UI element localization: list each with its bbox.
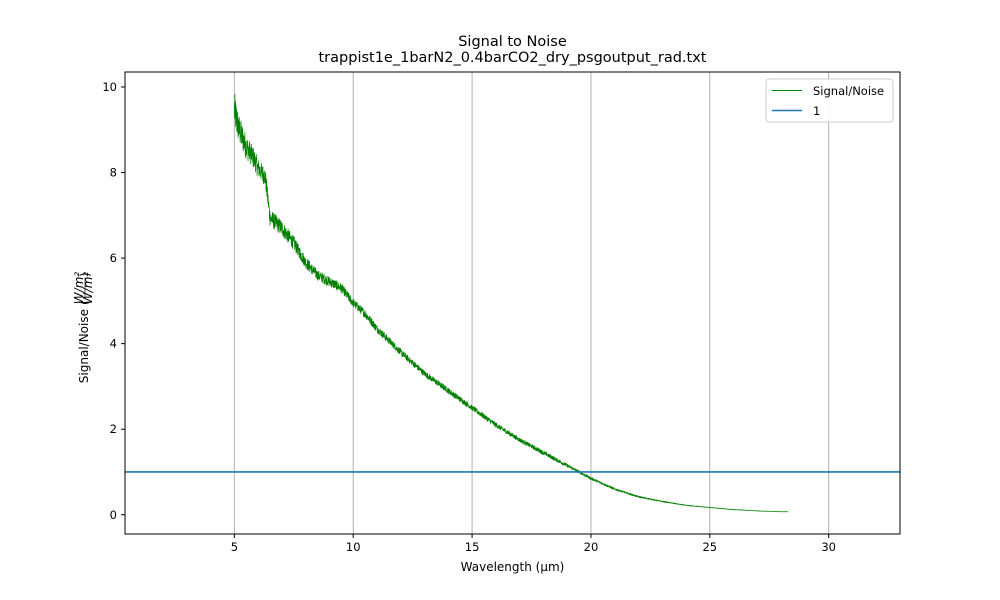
y-axis-ticks: 0 2 4 6 8 10 [102, 80, 125, 522]
y-axis-label: Signal/Noise [77, 309, 91, 383]
x-axis-ticks: 5 10 15 20 25 30 [231, 534, 836, 554]
y-tick-label: 0 [110, 508, 117, 522]
y-tick-label: 6 [110, 251, 117, 265]
x-tick-label: 30 [821, 540, 836, 554]
x-tick-label: 10 [346, 540, 361, 554]
y-tick-label: 8 [110, 166, 117, 180]
x-tick-label: 20 [584, 540, 599, 554]
chart-subtitle: trappist1e_1barN2_0.4barCO2_dry_psgoutpu… [319, 50, 707, 66]
y-axis-label-unit-numerator: W/m² [72, 272, 86, 305]
y-axis-label-open-paren: ( [78, 300, 92, 305]
series-layer [125, 93, 900, 513]
y-tick-label: 2 [110, 422, 117, 436]
legend-label-threshold: 1 [813, 104, 820, 118]
chart-title: Signal to Noise [458, 34, 567, 50]
x-tick-label: 15 [465, 540, 480, 554]
x-tick-label: 25 [702, 540, 717, 554]
x-axis-label: Wavelength (μm) [461, 560, 565, 574]
y-axis-label-close-paren: ) [78, 272, 92, 277]
signal-noise-line [234, 93, 789, 513]
legend-label-signal-noise: Signal/Noise [813, 84, 884, 98]
y-tick-label: 4 [110, 337, 117, 351]
y-tick-label: 10 [102, 80, 117, 94]
x-tick-label: 5 [231, 540, 238, 554]
y-axis-label-unit-denominator: W/m² [81, 272, 95, 305]
legend: Signal/Noise 1 [765, 78, 894, 123]
plot-frame [124, 71, 901, 535]
y-axis-label-group: Signal/Noise ( W/m² W/m² ) [72, 272, 95, 384]
